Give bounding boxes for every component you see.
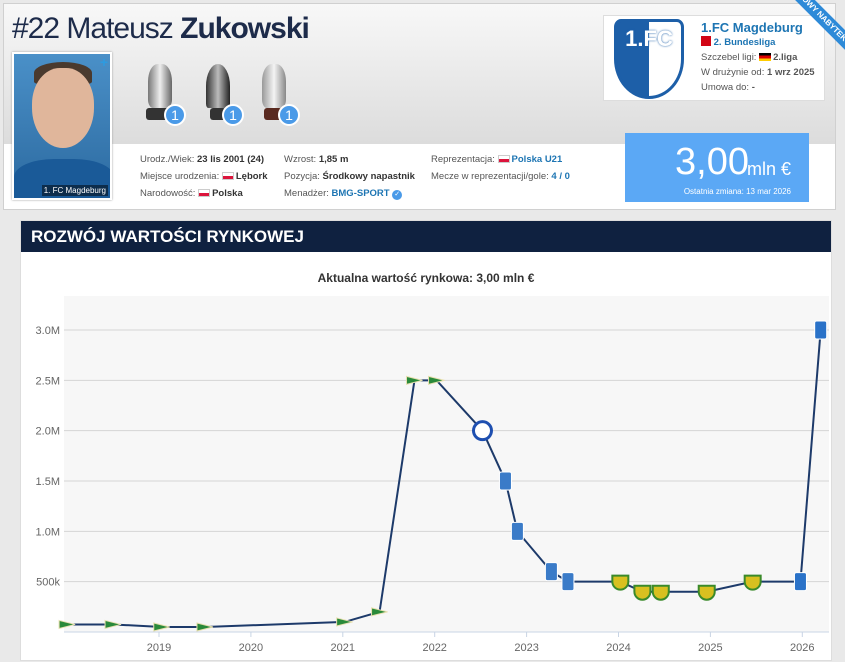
y-tick-label: 3.0M [36,325,60,337]
photo-club-caption: 1. FC Magdeburg [41,185,108,196]
x-tick-label: 2026 [790,642,814,654]
caps-link[interactable]: 4 [551,171,557,182]
height-value: 1,85 m [318,154,349,165]
league-link[interactable]: 2. Bundesliga [713,37,776,48]
trophy-icon [206,64,230,108]
y-tick-label: 2.0M [36,426,60,438]
contract-label: Umowa do: [701,82,750,93]
since-label: W drużynie od: [701,67,765,78]
club-marker [697,584,716,601]
bundesliga-logo-icon [701,36,711,46]
club-marker [498,471,512,491]
plot-area [64,296,829,632]
plus-icon[interactable]: + [99,54,108,70]
club-marker [510,521,524,541]
trophy-cup-3[interactable]: 1 [256,60,300,126]
x-tick-label: 2019 [147,642,171,654]
info-col-1: Urodz./Wiek: 23 lis 2001 (24) Miejsce ur… [140,151,268,202]
last-name: Zukowski [180,12,310,45]
position-label: Pozycja: [284,171,320,182]
club-box: 1.FC 1.FC Magdeburg 2. Bundesliga Szczeb… [603,15,825,101]
first-name: Mateusz [66,12,173,45]
birthplace-value: Lębork [235,171,268,182]
national-team-link[interactable]: Polska U21 [511,154,563,165]
contract-value: - [751,82,755,93]
agent-label: Menadżer: [284,188,329,199]
club-marker [471,420,493,442]
info-col-2: Wzrost: 1,85 m Pozycja: Środkowy napastn… [284,151,415,202]
nationality-label: Narodowość: [140,188,196,199]
trophy-cup-1[interactable]: 1 [142,60,186,126]
club-marker [336,617,353,627]
trophy-count-badge: 1 [278,104,300,126]
club-marker [544,562,558,582]
club-marker [104,619,122,630]
agent-link[interactable]: BMG-SPORT [331,188,390,199]
club-marker [611,574,630,591]
club-name-link[interactable]: 1.FC Magdeburg [701,20,803,35]
club-marker [196,622,214,632]
market-value-section: ROZWÓJ WARTOŚCI RYNKOWEJ Aktualna wartoś… [20,220,832,661]
poland-flag-icon [497,155,510,163]
club-marker [633,584,652,601]
y-tick-label: 2.5M [36,375,60,387]
x-tick-label: 2022 [422,642,446,654]
x-tick-label: 2025 [698,642,722,654]
club-marker [793,572,807,592]
height-label: Wzrost: [284,154,317,165]
club-marker [371,607,388,617]
national-team-label: Reprezentacja: [431,154,495,165]
club-marker [743,574,762,591]
club-marker [58,619,76,630]
photo-face [32,68,94,148]
club-marker [561,572,575,592]
germany-flag-icon [759,53,772,61]
trophy-count-badge: 1 [222,104,244,126]
since-value: 1 wrz 2025 [767,67,815,78]
x-tick-label: 2020 [239,642,263,654]
y-tick-label: 1.5M [36,476,60,488]
trophy-count-badge: 1 [164,104,186,126]
section-title: ROZWÓJ WARTOŚCI RYNKOWEJ [21,221,831,252]
market-value-amount: 3,00 [675,141,749,183]
club-marker [428,375,445,385]
nationality-value: Polska [212,188,243,199]
club-marker [405,375,423,385]
x-tick-label: 2021 [331,642,355,654]
y-tick-label: 1.0M [36,526,60,538]
trophy-icon [148,64,172,108]
level-label: Szczebel ligi: [701,52,757,63]
birth-label: Urodz./Wiek: [140,154,195,165]
player-title: #22 Mateusz Zukowski [12,12,310,46]
caps-label: Mecze w reprezentacji/gole: [431,171,549,182]
market-value-box[interactable]: 3,00 mln € Ostatnia zmiana: 13 mar 2026 [625,133,809,202]
trophy-icon [262,64,286,108]
y-tick-label: 500k [36,577,60,589]
poland-flag-icon [198,189,211,197]
club-crest-logo[interactable]: 1.FC [614,19,684,99]
goals-link[interactable]: 0 [564,171,570,182]
chart-title: Aktualna wartość rynkowa: 3,00 mln € [317,271,535,285]
club-marker [814,320,828,340]
market-value-unit: mln € [746,159,791,179]
info-col-3: Reprezentacja: Polska U21 Mecze w reprez… [431,154,570,182]
x-tick-label: 2024 [606,642,630,654]
market-value-chart: 500k 1.0M 1.5M 2.0M 2.5M 3.0M 2019 2020 2021 2022… [36,296,829,654]
club-marker [651,584,670,601]
last-change-text: Ostatnia zmiana: 13 mar 2026 [683,187,791,196]
position-value: Środkowy napastnik [322,171,415,182]
poland-flag-icon [221,172,234,180]
birth-value: 23 lis 2001 (24) [197,154,265,165]
birthplace-label: Miejsce urodzenia: [140,171,220,182]
player-photo[interactable]: +1. FC Magdeburg [12,52,112,200]
trophy-cup-2[interactable]: 1 [200,60,244,126]
level-value: 2.liga [773,52,798,63]
verified-check-icon: ✓ [392,190,403,200]
shirt-number: #22 [12,12,60,45]
club-marker [153,622,170,632]
x-tick-label: 2023 [514,642,538,654]
